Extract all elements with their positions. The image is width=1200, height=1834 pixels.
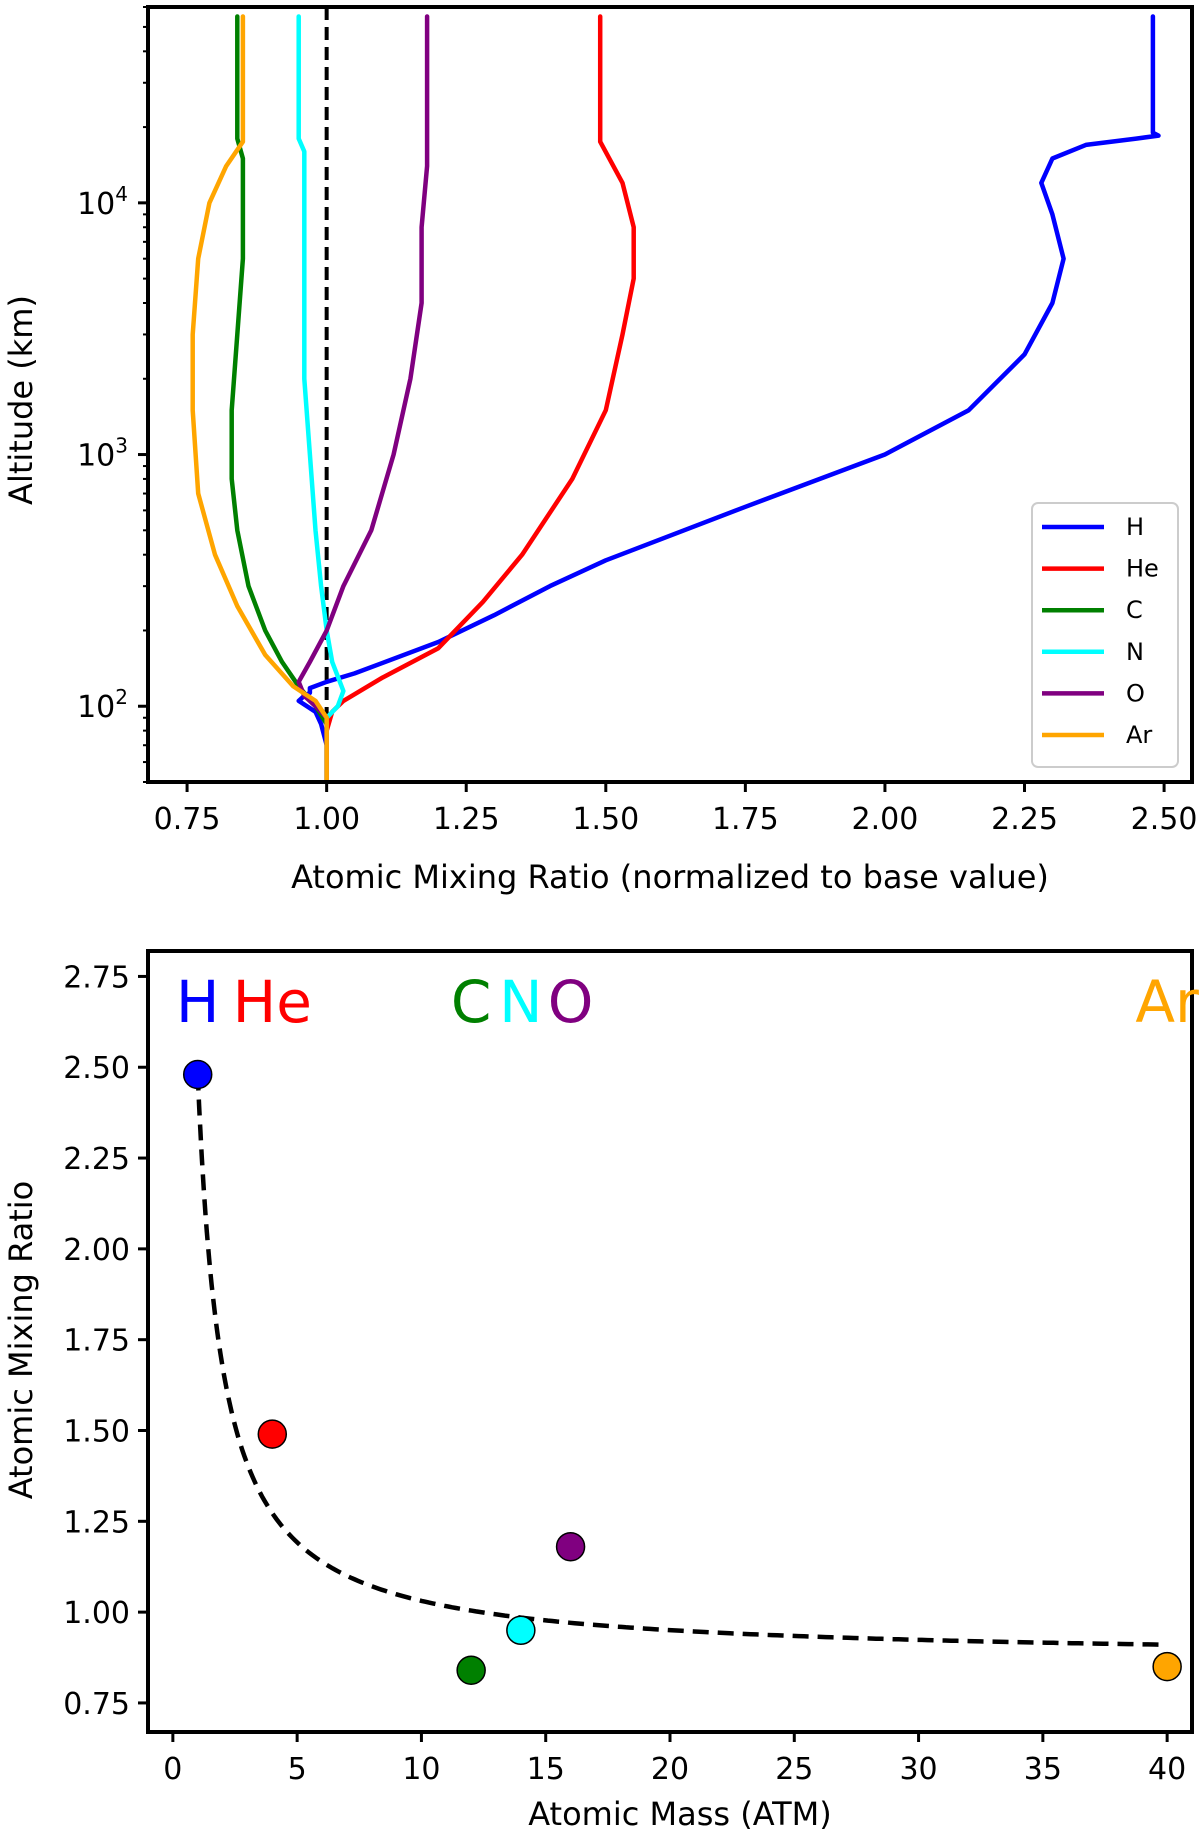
point-o	[555, 1531, 586, 1562]
y-tick-label: 1.75	[63, 1324, 130, 1359]
y-tick-label: 0.75	[63, 1687, 130, 1722]
y-tick-label: 1.50	[63, 1414, 130, 1449]
x-axis-label: Atomic Mixing Ratio (normalized to base …	[291, 858, 1049, 896]
x-tick-label: 10	[402, 1752, 440, 1787]
x-tick-label: 35	[1024, 1752, 1062, 1787]
element-label-ar: Ar	[1135, 968, 1199, 1036]
plot-frame	[146, 949, 1194, 1734]
plot-frame	[146, 5, 1194, 784]
fit-curve-line	[195, 1074, 1168, 1647]
series-line-o	[296, 14, 430, 785]
legend-label-he: He	[1126, 555, 1159, 583]
element-label-n: N	[499, 968, 542, 1036]
fit-curve	[195, 1074, 1168, 1647]
x-tick-label: 1.00	[293, 802, 360, 837]
element-label-o: O	[548, 968, 594, 1036]
y-axis-ticks: 0.75 1.00 1.25 1.50 1.75 2.00 2.25 2.50 2.75	[63, 960, 148, 1722]
series-line-n	[296, 14, 346, 785]
point-h	[182, 1059, 213, 1090]
x-tick-label: 2.50	[1131, 802, 1198, 837]
y-axis-label: Atomic Mixing Ratio	[2, 1181, 40, 1500]
scatter-points	[182, 1059, 1182, 1685]
series-line-h	[296, 14, 1161, 785]
series-line-c	[229, 14, 329, 785]
y-tick-label: 2.25	[63, 1142, 130, 1177]
point-c	[456, 1655, 486, 1685]
point-n	[506, 1615, 536, 1646]
x-axis-label: Atomic Mass (ATM)	[528, 1795, 832, 1833]
x-tick-label: 2.00	[852, 802, 919, 837]
y-tick-label: 103	[77, 434, 128, 474]
y-tick-label: 2.00	[63, 1233, 130, 1268]
legend-label-n: N	[1126, 638, 1144, 666]
y-tick-label: 1.25	[63, 1505, 130, 1540]
mass-vs-ratio-chart: H He C N O Ar 0 5 10 15 20 25 30 35 40 0.75 1.00 1.25 1.…	[2, 949, 1199, 1833]
x-tick-label: 30	[899, 1752, 937, 1787]
element-label-c: C	[451, 968, 492, 1036]
y-tick-label: 1.00	[63, 1596, 130, 1631]
x-tick-label: 2.25	[991, 802, 1058, 837]
y-axis-ticks: 102 103 104	[77, 6, 148, 783]
x-tick-label: 1.25	[433, 802, 500, 837]
legend-label-ar: Ar	[1126, 721, 1152, 749]
y-tick-label: 2.75	[63, 960, 130, 995]
y-tick-label: 102	[77, 685, 128, 725]
y-tick-label: 104	[77, 182, 128, 222]
series-line-ar	[190, 14, 329, 785]
legend-label-h: H	[1126, 513, 1144, 541]
altitude-profile-chart: 0.75 1.00 1.25 1.50 1.75 2.00 2.25 2.50 1021031…	[2, 5, 1198, 896]
point-he	[257, 1419, 288, 1449]
element-label-h: H	[176, 968, 220, 1036]
x-axis-ticks: 0 5 10 15 20 25 30 35 40	[163, 1732, 1186, 1787]
x-tick-label: 5	[288, 1752, 307, 1787]
x-tick-label: 15	[527, 1752, 565, 1787]
x-tick-label: 0	[163, 1752, 182, 1787]
element-labels: H He C N O Ar	[176, 968, 1199, 1036]
y-axis-label: Altitude (km)	[2, 295, 40, 505]
point-ar	[1152, 1651, 1182, 1682]
legend-label-o: O	[1126, 679, 1145, 707]
x-tick-label: 1.75	[712, 802, 779, 837]
profile-lines	[190, 7, 1161, 785]
x-tick-label: 25	[775, 1752, 813, 1787]
legend-box	[1031, 502, 1179, 768]
x-tick-label: 0.75	[154, 802, 221, 837]
x-tick-label: 40	[1148, 1752, 1186, 1787]
y-tick-label: 2.50	[63, 1051, 130, 1086]
legend-label-c: C	[1126, 596, 1143, 624]
element-label-he: He	[233, 968, 312, 1036]
legend: H He CNO Ar	[1031, 502, 1179, 768]
x-tick-label: 1.50	[572, 802, 639, 837]
x-axis-ticks: 0.75 1.00 1.25 1.50 1.75 2.00 2.25 2.50	[154, 782, 1198, 837]
x-tick-label: 20	[651, 1752, 689, 1787]
